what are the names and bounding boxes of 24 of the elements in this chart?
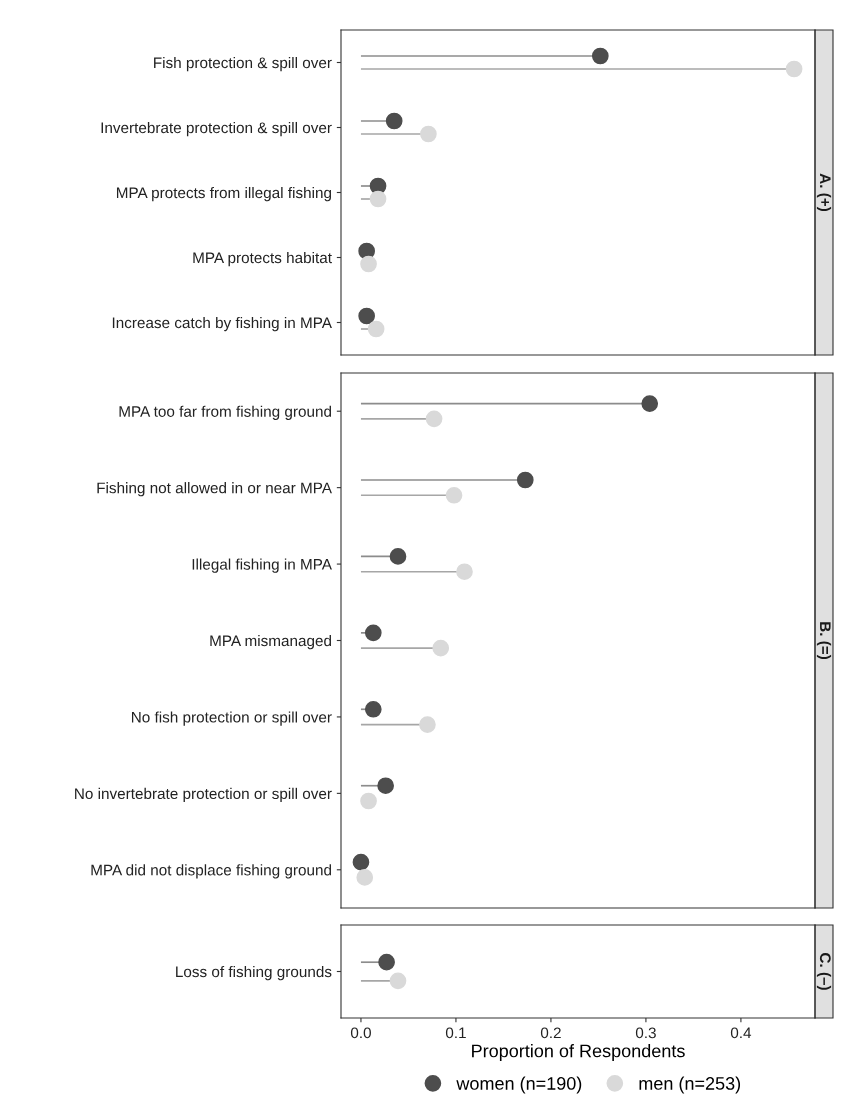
x-tick-label: 0.1 (445, 1027, 466, 1039)
y-tick-label: No fish protection or spill over (131, 711, 332, 726)
x-tick-label: 0.0 (350, 1027, 371, 1039)
y-tick-label: MPA too far from fishing ground (119, 405, 331, 420)
text: A. (+) (816, 173, 832, 212)
y-tick-label: Invertebrate protection & spill over (101, 121, 332, 137)
y-tick-label: Fishing not allowed in or near MPA (97, 482, 332, 497)
text: C. (–) (816, 953, 832, 990)
y-tick-label: MPA mismanaged (210, 634, 331, 650)
legend-label: men (n=253) (639, 1076, 741, 1094)
y-tick-label: MPA protects habitat (193, 251, 332, 267)
legend-label: women (n=190) (456, 1076, 582, 1094)
x-tick-label: 0.2 (540, 1027, 561, 1039)
y-tick-label: MPA did not displace fishing ground (91, 864, 331, 879)
y-tick-label: MPA protects from illegal fishing (116, 186, 331, 202)
x-tick-label: 0.4 (730, 1027, 752, 1039)
y-tick-label: Fish protection & spill over (154, 56, 332, 72)
x-tick-label: 0.3 (635, 1027, 656, 1039)
x-axis-title: Proportion of Respondents (472, 1044, 685, 1061)
y-tick-label: Illegal fishing in MPA (192, 558, 332, 573)
y-tick-label: Increase catch by fishing in MPA (112, 316, 332, 332)
y-tick-label: Loss of fishing grounds (176, 965, 332, 981)
y-tick-label: No invertebrate protection or spill over (75, 787, 332, 803)
text: B. (=) (816, 622, 832, 660)
